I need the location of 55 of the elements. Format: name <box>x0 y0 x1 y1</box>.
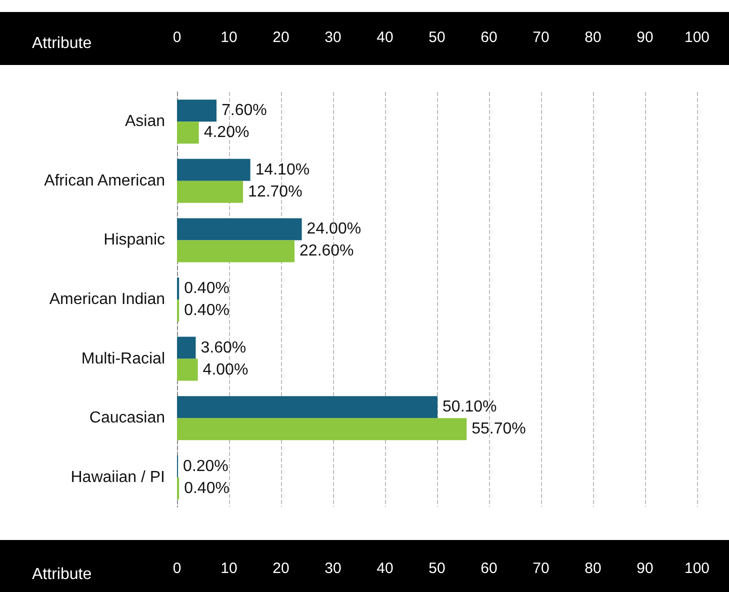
x-tick-label: 40 <box>376 29 394 46</box>
x-tick-label: 30 <box>324 29 342 46</box>
x-tick-label: 10 <box>220 29 238 46</box>
y-axis-title: Attribute <box>32 35 92 53</box>
y-tick-label: American Indian <box>49 291 165 308</box>
data-label: 0.40% <box>184 302 230 319</box>
data-label: 12.70% <box>248 183 302 200</box>
x-tick-label: 80 <box>584 29 602 46</box>
text: Attribute <box>32 566 92 583</box>
y-tick-label: Hawaiian / PI <box>70 468 165 486</box>
y-tick-label: Multi-Racial <box>81 350 165 368</box>
data-label: 55.70% <box>472 420 526 438</box>
data-label: 4.20% <box>204 124 250 142</box>
x-tick-label: 20 <box>272 29 290 46</box>
y-tick-label: Asian <box>124 113 165 130</box>
bar <box>177 396 438 418</box>
bar <box>177 418 467 440</box>
x2-tick-label: 20 <box>272 560 290 577</box>
x2-tick-label: 50 <box>428 560 446 577</box>
y-tick-label: Caucasian <box>89 410 165 427</box>
data-label: 14.10% <box>255 161 310 178</box>
x2-tick-label: 90 <box>636 560 654 577</box>
data-label: 4.00% <box>202 361 248 378</box>
bar <box>177 180 244 203</box>
x-tick-label: 60 <box>480 29 498 46</box>
data-label: 0.40% <box>184 480 230 497</box>
x-tick-label: 90 <box>636 29 654 46</box>
x-tick-label: 100 <box>684 29 710 46</box>
bar <box>177 100 217 122</box>
x2-tick-label: 40 <box>376 560 394 577</box>
x-tick-label: 0 <box>172 29 182 46</box>
bar <box>177 358 198 381</box>
x2-tick-label: 0 <box>172 560 182 577</box>
data-label: 7.60% <box>222 102 267 120</box>
data-label: 3.60% <box>200 339 246 356</box>
bar <box>177 218 302 240</box>
x2-tick-label: 80 <box>584 560 602 577</box>
x-tick-label: 70 <box>532 29 550 46</box>
bar <box>177 122 199 144</box>
bar <box>177 158 250 181</box>
x2-tick-label: 70 <box>532 560 550 577</box>
x-tick-label: 50 <box>428 29 446 46</box>
y-tick-label: African American <box>44 172 165 190</box>
x2-tick-label: 10 <box>220 560 238 577</box>
bar <box>177 336 196 359</box>
x2-tick-label: 100 <box>684 560 710 577</box>
x2-tick-label: 60 <box>480 560 498 577</box>
data-label: 50.10% <box>442 398 497 416</box>
data-label: 0.20% <box>183 458 228 475</box>
bar <box>177 240 295 262</box>
data-label: 24.00% <box>306 220 362 238</box>
data-label: 22.60% <box>300 242 354 260</box>
x2-tick-label: 30 <box>324 560 342 577</box>
data-label: 0.40% <box>184 280 230 297</box>
y-tick-label: Hispanic <box>104 232 165 249</box>
